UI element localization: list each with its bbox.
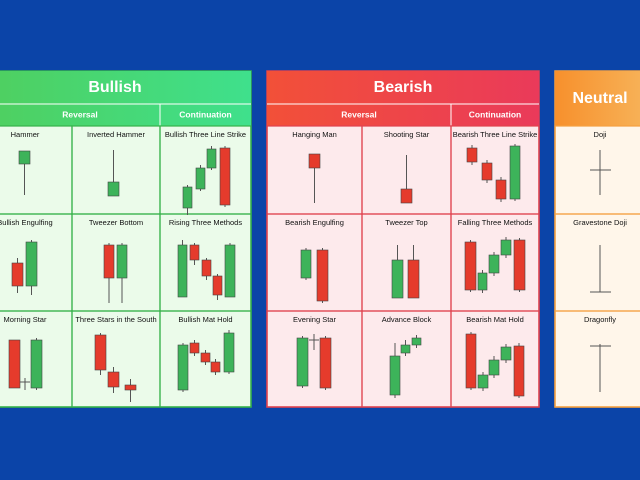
- cell-label: Rising Three Methods: [169, 218, 242, 227]
- candle-body: [308, 153, 321, 169]
- candle-body: [107, 181, 120, 197]
- candle-body: [94, 334, 107, 371]
- candle-body: [219, 147, 231, 206]
- candle-body: [177, 244, 188, 298]
- candle-body: [391, 259, 404, 299]
- cell-label: Gravestone Doji: [573, 218, 627, 227]
- cell-label: Bullish Three Line Strike: [165, 130, 246, 139]
- cell-label: Bearish Engulfing: [285, 218, 344, 227]
- candle-body: [513, 239, 526, 291]
- candle-body: [400, 344, 411, 354]
- cell-label: Bullish Engulfing: [0, 218, 53, 227]
- candle-body: [477, 272, 488, 291]
- candle-body: [224, 244, 236, 298]
- candle-body: [30, 339, 43, 389]
- candle-body: [300, 249, 312, 279]
- candle-body: [500, 239, 512, 256]
- candle-body: [8, 339, 21, 389]
- candle-body: [182, 186, 193, 209]
- cell-label: Inverted Hammer: [87, 130, 145, 139]
- candle-body: [206, 148, 217, 169]
- panel-title: Bearish: [374, 79, 433, 96]
- candle-body: [201, 259, 212, 277]
- candle-body: [488, 254, 500, 274]
- candle-body: [411, 337, 422, 346]
- panel-header: [0, 71, 251, 126]
- cell-label: Tweezer Top: [385, 218, 427, 227]
- candle-body: [189, 244, 200, 261]
- candle-body: [495, 179, 507, 200]
- candle-body: [116, 244, 128, 279]
- candle-body: [464, 241, 477, 291]
- candle-body: [200, 352, 211, 363]
- cell-label: Falling Three Methods: [458, 218, 533, 227]
- candle-body: [389, 355, 401, 396]
- candle-body: [212, 275, 223, 296]
- panels: Bullish Reversal Continuation Hammer Inverte…: [0, 70, 640, 408]
- candle-body: [124, 384, 137, 391]
- section-label: Reversal: [341, 109, 376, 119]
- candle-body: [477, 374, 489, 389]
- cell: [159, 310, 252, 408]
- section-label: Reversal: [62, 109, 97, 119]
- candle-body: [465, 333, 477, 389]
- cell-label: Bearish Mat Hold: [466, 315, 524, 324]
- candle-body: [223, 332, 235, 373]
- candle-body: [319, 337, 332, 389]
- candle-body: [210, 361, 221, 373]
- candle-body: [466, 147, 478, 163]
- cell: [554, 310, 640, 408]
- candle-body: [407, 259, 420, 299]
- cell-label: Evening Star: [293, 315, 336, 324]
- candle-body: [25, 241, 38, 287]
- panel-header: [267, 71, 539, 126]
- cell-label: Shooting Star: [384, 130, 430, 139]
- candle-body: [509, 145, 521, 200]
- candle-body: [195, 167, 206, 190]
- panel-title: Neutral: [572, 90, 627, 107]
- cell-label: Hanging Man: [292, 130, 337, 139]
- candle-body: [513, 345, 525, 397]
- cell-label: Advance Block: [382, 315, 432, 324]
- candle-body: [18, 150, 31, 165]
- candle-body: [296, 337, 309, 387]
- panel-title: Bullish: [88, 79, 141, 96]
- candle-body: [400, 188, 413, 204]
- cell-label: Bearish Three Line Strike: [453, 130, 538, 139]
- candle-body: [189, 342, 200, 354]
- cell: [450, 310, 540, 408]
- cell-label: Hammer: [11, 130, 40, 139]
- cell-label: Dragonfly: [584, 315, 616, 324]
- candle-body: [500, 346, 512, 361]
- cell-label: Doji: [594, 130, 607, 139]
- candle-body: [488, 359, 500, 376]
- panel-header: [555, 71, 640, 126]
- candle-body: [481, 162, 493, 181]
- cell-label: Morning Star: [4, 315, 47, 324]
- candle-body: [107, 371, 120, 388]
- candle-body: [103, 244, 115, 279]
- candle-body: [316, 249, 329, 302]
- candle-body: [11, 262, 24, 287]
- cell-label: Bullish Mat Hold: [178, 315, 232, 324]
- section-label: Continuation: [469, 109, 521, 119]
- candle-body: [177, 344, 189, 391]
- section-label: Continuation: [179, 109, 231, 119]
- cell-label: Three Stars in the South: [75, 315, 156, 324]
- cell-label: Tweezer Bottom: [89, 218, 143, 227]
